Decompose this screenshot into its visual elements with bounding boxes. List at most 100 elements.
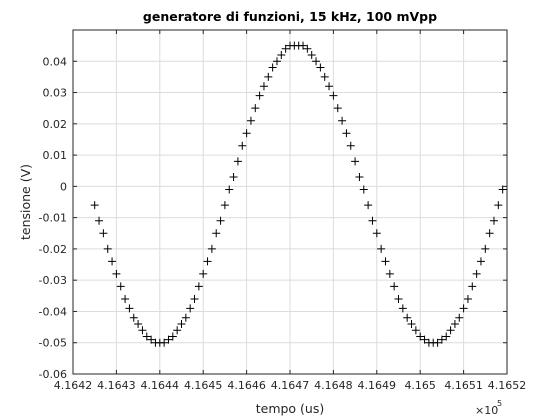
marker	[203, 257, 212, 266]
y-tick-label: 0.03	[43, 87, 68, 100]
marker	[303, 44, 312, 53]
marker	[272, 57, 281, 66]
marker	[190, 294, 199, 303]
marker	[108, 257, 117, 266]
x-multiplier: ×10	[475, 404, 498, 417]
marker	[416, 332, 425, 341]
marker	[242, 129, 251, 138]
marker	[346, 141, 355, 150]
marker	[147, 335, 156, 344]
marker	[325, 82, 334, 91]
marker	[90, 201, 99, 210]
marker	[385, 269, 394, 278]
marker	[207, 244, 216, 253]
x-tick-label: 4.1651	[444, 379, 483, 392]
x-tick-label: 4.165	[404, 379, 436, 392]
marker	[468, 282, 477, 291]
marker	[142, 332, 151, 341]
marker	[355, 172, 364, 181]
marker	[446, 326, 455, 335]
marker	[186, 304, 195, 313]
marker	[281, 44, 290, 53]
marker	[312, 57, 321, 66]
marker	[368, 216, 377, 225]
marker	[338, 116, 347, 125]
x-tick-label: 4.1652	[488, 379, 527, 392]
marker	[329, 91, 338, 100]
marker	[459, 304, 468, 313]
y-tick-label: -0.01	[39, 212, 67, 225]
marker	[277, 51, 286, 60]
marker	[246, 116, 255, 125]
marker	[476, 257, 485, 266]
marker	[216, 216, 225, 225]
marker	[420, 335, 429, 344]
x-tick-label: 4.1644	[141, 379, 180, 392]
y-tick-label: 0	[60, 180, 67, 193]
marker	[442, 332, 451, 341]
marker	[372, 229, 381, 238]
marker	[259, 82, 268, 91]
marker	[199, 269, 208, 278]
marker	[403, 313, 412, 322]
marker	[177, 319, 186, 328]
marker	[268, 63, 277, 72]
marker	[359, 185, 368, 194]
y-tick-label: 0.04	[43, 55, 68, 68]
marker	[390, 282, 399, 291]
x-tick-label: 4.1647	[271, 379, 310, 392]
marker	[342, 129, 351, 138]
marker	[168, 332, 177, 341]
x-tick-label: 4.1642	[54, 379, 93, 392]
marker	[134, 319, 143, 328]
x-axis-label: tempo (us)	[256, 401, 325, 416]
marker	[463, 294, 472, 303]
marker	[351, 157, 360, 166]
marker	[125, 304, 134, 313]
marker	[212, 229, 221, 238]
marker	[472, 269, 481, 278]
x-tick-label: 4.1649	[358, 379, 397, 392]
marker	[121, 294, 130, 303]
marker	[238, 141, 247, 150]
marker	[233, 157, 242, 166]
y-tick-label: 0.01	[43, 149, 68, 162]
x-tick-label: 4.1646	[227, 379, 266, 392]
marker	[316, 63, 325, 72]
marker	[99, 229, 108, 238]
marker	[437, 335, 446, 344]
marker	[333, 104, 342, 113]
y-tick-label: -0.05	[39, 337, 67, 350]
chart-title: generatore di funzioni, 15 kHz, 100 mVpp	[143, 9, 437, 24]
marker	[264, 72, 273, 81]
y-axis-label: tensione (V)	[18, 164, 33, 240]
marker	[229, 172, 238, 181]
marker	[220, 201, 229, 210]
marker	[481, 244, 490, 253]
x-tick-label: 4.1648	[314, 379, 353, 392]
marker	[138, 326, 147, 335]
marker	[433, 338, 442, 347]
marker	[377, 244, 386, 253]
marker	[498, 185, 507, 194]
marker	[398, 304, 407, 313]
marker	[181, 313, 190, 322]
marker	[112, 269, 121, 278]
marker	[129, 313, 138, 322]
marker	[394, 294, 403, 303]
marker	[194, 282, 203, 291]
marker	[164, 335, 173, 344]
marker	[307, 51, 316, 60]
y-tick-label: -0.02	[39, 243, 67, 256]
marker	[485, 229, 494, 238]
marker	[320, 72, 329, 81]
marker	[489, 216, 498, 225]
marker	[381, 257, 390, 266]
x-tick-label: 4.1645	[184, 379, 223, 392]
marker	[450, 319, 459, 328]
marker	[411, 326, 420, 335]
marker	[364, 201, 373, 210]
marker	[455, 313, 464, 322]
marker	[494, 201, 503, 210]
